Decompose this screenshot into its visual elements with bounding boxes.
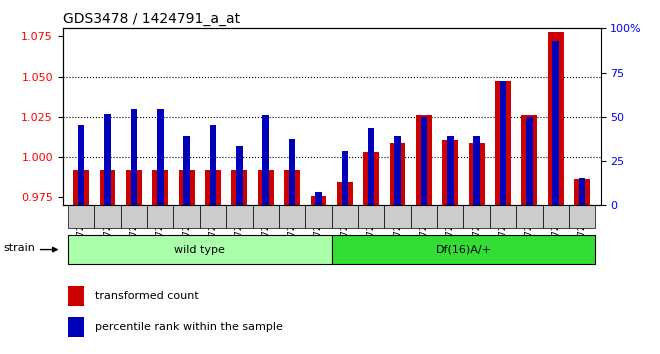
Bar	[205, 170, 221, 205]
Bar	[152, 170, 168, 205]
Text: Df(16)A/+: Df(16)A/+	[436, 245, 492, 255]
Bar	[389, 143, 405, 205]
Bar	[311, 196, 327, 205]
Bar	[183, 136, 190, 205]
Bar	[416, 115, 432, 205]
Bar	[78, 125, 84, 205]
Bar	[131, 109, 137, 205]
Bar	[495, 81, 511, 205]
Text: transformed count: transformed count	[95, 291, 199, 301]
Text: GDS3478 / 1424791_a_at: GDS3478 / 1424791_a_at	[63, 12, 240, 26]
Bar	[574, 179, 590, 205]
Bar	[68, 205, 94, 228]
Bar	[337, 182, 352, 205]
Bar	[284, 170, 300, 205]
Bar	[258, 170, 274, 205]
Bar	[68, 316, 84, 337]
Bar	[100, 170, 116, 205]
Bar	[210, 125, 216, 205]
Bar	[147, 205, 174, 228]
Bar	[226, 205, 253, 228]
Bar	[579, 178, 585, 205]
Bar	[526, 117, 533, 205]
Text: wild type: wild type	[174, 245, 225, 255]
Bar	[306, 205, 331, 228]
Bar	[358, 205, 384, 228]
Bar	[442, 140, 458, 205]
Bar	[394, 136, 401, 205]
Bar	[368, 128, 374, 205]
Bar	[331, 205, 358, 228]
Bar	[569, 205, 595, 228]
Bar	[174, 205, 200, 228]
Bar	[68, 235, 331, 264]
Bar	[447, 136, 453, 205]
Bar	[104, 114, 111, 205]
Bar	[68, 286, 84, 307]
Bar	[552, 41, 559, 205]
Bar	[94, 205, 121, 228]
Text: strain: strain	[3, 243, 35, 253]
Bar	[236, 146, 243, 205]
Bar	[332, 235, 595, 264]
Bar	[126, 170, 142, 205]
Bar	[253, 205, 279, 228]
Bar	[420, 117, 427, 205]
Bar	[121, 205, 147, 228]
Bar	[263, 115, 269, 205]
Bar	[548, 32, 564, 205]
Bar	[384, 205, 411, 228]
Bar	[411, 205, 437, 228]
Bar	[473, 136, 480, 205]
Bar	[516, 205, 543, 228]
Bar	[232, 170, 248, 205]
Bar	[543, 205, 569, 228]
Bar	[521, 115, 537, 205]
Bar	[279, 205, 306, 228]
Bar	[200, 205, 226, 228]
Bar	[289, 139, 296, 205]
Bar	[500, 81, 506, 205]
Bar	[315, 193, 322, 205]
Bar	[437, 205, 463, 228]
Bar	[341, 150, 348, 205]
Bar	[463, 205, 490, 228]
Bar	[157, 109, 164, 205]
Bar	[490, 205, 516, 228]
Bar	[73, 170, 89, 205]
Bar	[179, 170, 195, 205]
Bar	[469, 143, 484, 205]
Text: percentile rank within the sample: percentile rank within the sample	[95, 322, 283, 332]
Bar	[363, 152, 379, 205]
